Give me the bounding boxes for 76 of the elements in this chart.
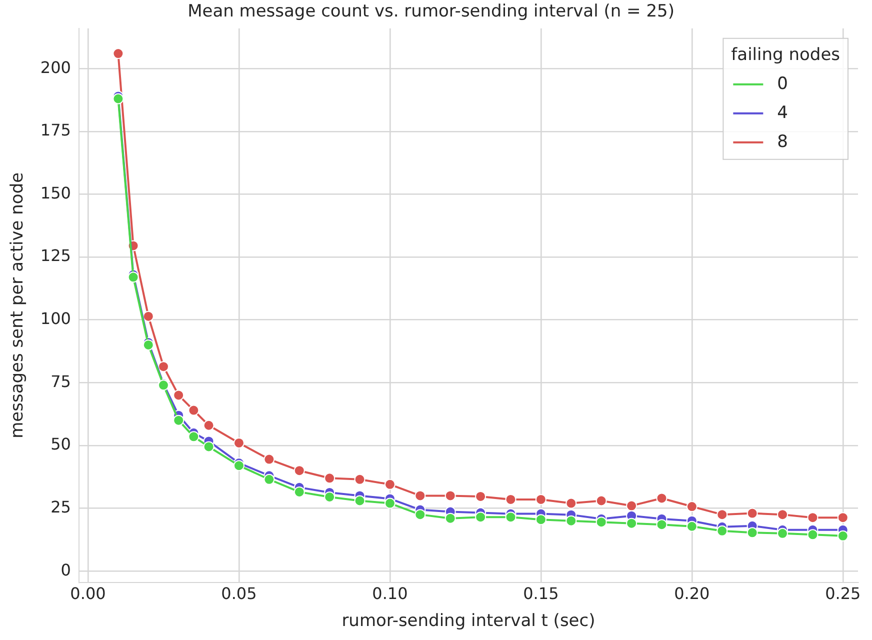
y-tick-label: 200 (40, 58, 71, 77)
point (596, 495, 607, 506)
point (142, 310, 154, 322)
x-tick-label: 0.10 (372, 584, 408, 604)
point (354, 495, 366, 506)
legend-title: failing nodes (731, 44, 840, 65)
point (807, 529, 818, 540)
point (686, 501, 698, 512)
chart-title: Mean message count vs. rumor-sending interval (n = 25) (188, 2, 674, 22)
point (566, 515, 577, 526)
point (188, 431, 200, 442)
point (716, 509, 728, 520)
point (535, 494, 546, 505)
legend-label: 0 (777, 74, 788, 94)
point (746, 527, 758, 538)
y-tick-label: 50 (50, 434, 71, 454)
point (656, 492, 668, 504)
x-tick-label: 0.05 (221, 584, 257, 604)
x-axis-title: rumor-sending interval t (sec) (342, 611, 596, 632)
point (505, 494, 516, 505)
y-axis-title: messages sent per active node (8, 172, 28, 438)
point (475, 490, 486, 502)
point (626, 500, 638, 512)
legend-label: 4 (777, 102, 788, 123)
y-tick-label: 100 (40, 309, 71, 328)
point (535, 514, 546, 526)
point (384, 478, 396, 490)
point (746, 508, 758, 519)
x-tick-label: 0.20 (674, 584, 710, 604)
point (505, 512, 516, 523)
point (264, 474, 275, 485)
point (716, 525, 728, 536)
point (112, 93, 124, 104)
y-tick-label: 0 (60, 560, 71, 580)
point (777, 509, 788, 520)
y-tick-label: 75 (50, 372, 71, 391)
y-tick-label: 175 (40, 120, 71, 140)
point (233, 460, 244, 472)
legend-label: 8 (777, 132, 788, 152)
point (444, 512, 456, 524)
point (777, 528, 788, 539)
point (294, 486, 305, 498)
point (188, 404, 200, 416)
point (158, 361, 169, 372)
point (444, 490, 456, 502)
point (173, 414, 184, 426)
point (384, 498, 396, 509)
point (414, 490, 426, 502)
point (837, 530, 848, 542)
point (324, 491, 336, 502)
x-tick-label: 0.00 (70, 584, 106, 604)
point (566, 498, 577, 509)
point (142, 339, 154, 350)
point (686, 520, 698, 532)
x-tick-label: 0.15 (523, 584, 559, 604)
y-tick-label: 150 (40, 183, 71, 202)
point (203, 441, 214, 452)
point (596, 516, 607, 528)
x-tick-label: 0.25 (825, 584, 861, 604)
point (324, 472, 336, 484)
point (128, 272, 139, 283)
point (203, 420, 214, 431)
point (656, 519, 668, 530)
point (837, 512, 848, 524)
point (626, 518, 638, 529)
point (173, 390, 184, 401)
point (233, 437, 244, 448)
point (112, 48, 124, 60)
point (294, 465, 305, 476)
point (414, 509, 426, 520)
point (475, 512, 486, 523)
y-tick-label: 125 (40, 246, 71, 266)
y-tick-label: 25 (50, 497, 71, 516)
point (354, 474, 366, 485)
point (807, 512, 818, 524)
point (264, 454, 275, 465)
